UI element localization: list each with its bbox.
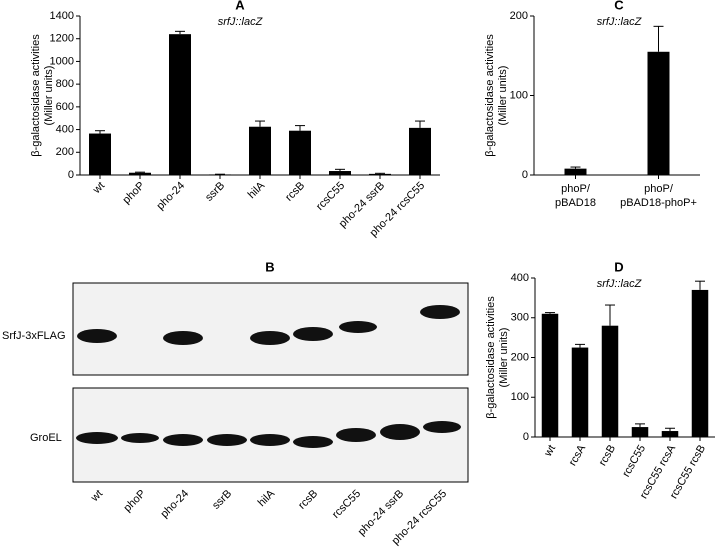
error-bar	[545, 312, 555, 314]
bar	[409, 127, 431, 175]
error-bar	[295, 125, 305, 131]
y-axis-label: β-galactosidase activities	[30, 34, 42, 157]
x-tick-label: rcsC55	[314, 180, 347, 213]
bar	[541, 313, 559, 437]
bar	[631, 427, 649, 437]
y-tick-label: 1200	[50, 33, 74, 45]
y-tick-label: 200	[511, 351, 529, 363]
blot-box	[72, 282, 469, 376]
x-tick-label: rcsB	[283, 180, 307, 204]
bar	[289, 130, 311, 175]
x-tick-label: phoP/	[561, 183, 591, 195]
x-tick-label: phoP/	[644, 183, 674, 195]
error-bar	[570, 166, 581, 169]
panel-title: A	[235, 0, 245, 12]
lane-label: phoP	[122, 488, 149, 515]
panel-title: D	[614, 259, 623, 274]
y-tick-label: 300	[511, 312, 529, 324]
error-bar	[575, 343, 585, 348]
y-axis-label: β-galactosidase activities	[484, 34, 496, 157]
bar	[661, 431, 679, 437]
y-axis-label: (Miller units)	[498, 328, 510, 388]
x-tick-label: pBAD18-phoP+	[620, 197, 697, 209]
row-label: SrfJ-3xFLAG	[2, 330, 66, 342]
y-tick-label: 0	[523, 431, 529, 443]
y-tick-label: 800	[56, 78, 74, 90]
x-tick-label: pBAD18	[555, 197, 596, 209]
x-tick-label: wt	[542, 443, 558, 459]
x-tick-label: rcsA	[567, 442, 589, 468]
y-tick-label: 100	[511, 391, 529, 403]
panel-subtitle: srfJ::lacZ	[218, 16, 264, 28]
bar	[129, 172, 151, 175]
bar	[89, 133, 111, 175]
error-bar	[95, 130, 105, 134]
row-label: GroEL	[30, 432, 62, 444]
y-axis-label: β-galactosidase activities	[485, 296, 497, 419]
error-bar	[653, 25, 664, 52]
bar	[601, 325, 619, 437]
lane-label: ssrB	[210, 488, 234, 512]
y-tick-label: 200	[510, 10, 528, 22]
error-bar	[665, 427, 675, 432]
lane-label: rcsC55	[330, 488, 363, 521]
bar	[369, 173, 391, 175]
y-tick-label: 100	[510, 89, 528, 101]
bands	[76, 305, 461, 448]
error-bar	[175, 30, 185, 35]
bar	[691, 289, 709, 437]
bar	[249, 126, 271, 175]
error-bar	[415, 120, 425, 128]
panel-subtitle: srfJ::lacZ	[597, 16, 643, 28]
panel-title: B	[265, 259, 274, 274]
error-bar	[695, 280, 705, 290]
y-tick-label: 400	[56, 123, 74, 135]
blot-panel: B SrfJ-3xFLAG GroEL	[2, 259, 469, 483]
error-bar	[335, 168, 345, 172]
y-tick-label: 400	[511, 272, 529, 284]
bar	[209, 174, 231, 175]
x-tick-label: rcsC55	[620, 443, 648, 479]
bar	[647, 51, 670, 175]
x-tick-label: hilA	[246, 179, 268, 201]
x-tick-label: ssrB	[203, 180, 227, 204]
lane-label: rcsB	[296, 488, 320, 512]
y-tick-label: 0	[522, 169, 528, 181]
lane-label: hilA	[256, 487, 278, 509]
lane-label: pho-24	[158, 488, 191, 521]
y-tick-label: 200	[56, 146, 74, 158]
bar	[571, 347, 589, 437]
error-bar	[605, 304, 615, 326]
error-bar	[635, 423, 645, 428]
x-tick-label: wt	[90, 180, 107, 197]
bar	[329, 171, 351, 175]
bar	[169, 34, 191, 175]
panel-title: C	[614, 0, 624, 12]
error-bar	[255, 120, 265, 127]
x-tick-label: rcsB	[597, 443, 618, 468]
y-tick-label: 0	[68, 169, 74, 181]
y-tick-label: 1000	[50, 55, 74, 67]
y-axis-label: (Miller units)	[497, 66, 509, 126]
bar	[564, 168, 587, 175]
y-tick-label: 600	[56, 101, 74, 113]
x-tick-label: pho-24	[154, 180, 187, 213]
y-tick-label: 1400	[50, 10, 74, 22]
lane-label: wt	[88, 488, 105, 505]
error-bar	[375, 172, 385, 174]
panel-subtitle: srfJ::lacZ	[597, 278, 643, 290]
y-axis-label: (Miller units)	[43, 66, 55, 126]
error-bar	[135, 171, 145, 173]
x-tick-label: phoP	[121, 180, 148, 207]
